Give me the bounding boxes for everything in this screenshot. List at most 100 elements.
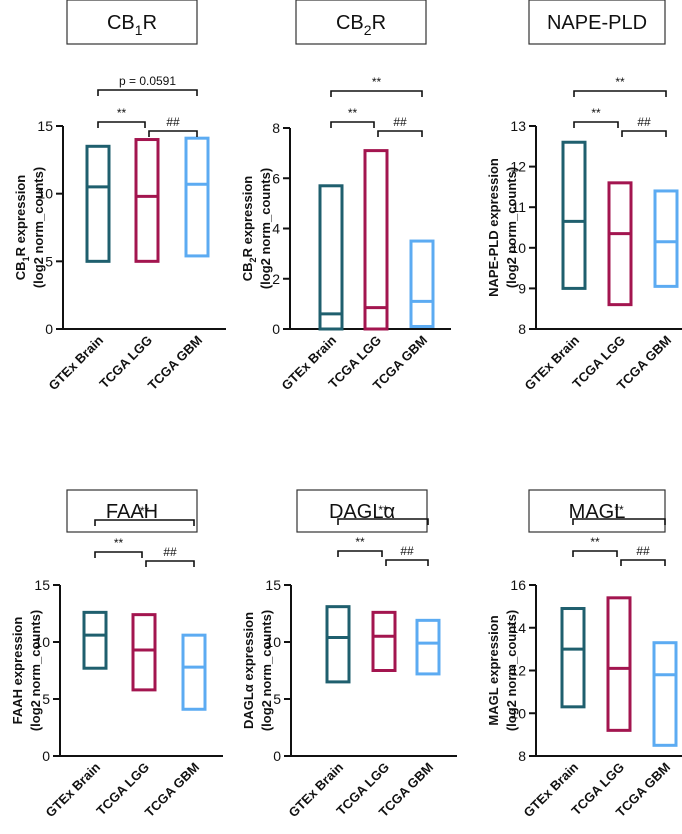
chart-panel-4: FAAH 0 5 10 15 FAAH expression (log2 norm_coun… [10, 489, 223, 820]
y-tick-label: 12 [510, 663, 526, 679]
y-tick-label: 14 [510, 620, 526, 636]
chart-panel-6: MAGL 8 10 12 14 16 MAGL expression (log2 norm_c… [486, 489, 682, 820]
panel-title-box [528, 489, 666, 533]
chart-panel-3: NAPE-PLD 8 9 10 11 12 13 NAPE-PLD expression (lo… [486, 0, 682, 393]
significance-bracket [377, 130, 423, 137]
y-axis-label-line: (log2 norm_counts) [258, 168, 273, 289]
y-tick-label: 10 [265, 634, 281, 650]
significance-bracket [97, 121, 146, 128]
significance-label: ** [140, 504, 150, 518]
significance-bracket [337, 550, 383, 557]
y-tick-label: 10 [34, 634, 50, 650]
significance-bracket [94, 551, 143, 558]
box-tcga-gbm [181, 633, 207, 711]
significance-label: ** [117, 106, 127, 120]
y-tick-label: 15 [34, 577, 50, 593]
y-axis-label-line: (log2 norm_counts) [504, 610, 519, 731]
box-gtex-brain [560, 607, 586, 709]
category-label: GTEx Brain [45, 332, 106, 393]
category-label: GTEx Brain [42, 759, 103, 820]
significance-bracket [572, 550, 618, 557]
panel-title-box [528, 0, 666, 45]
significance-bracket [330, 90, 423, 97]
panel-title: CB1R [107, 12, 157, 38]
significance-label: ## [636, 544, 650, 558]
panel-title-box [295, 0, 427, 45]
y-tick-label: 6 [272, 170, 280, 186]
box-gtex-brain [318, 184, 344, 331]
y-tick-label: 12 [510, 159, 526, 175]
box-tcga-lgg [606, 596, 632, 732]
y-axis-label-line: (log2 norm_counts) [31, 167, 46, 288]
significance-bracket [572, 518, 666, 525]
y-tick-label: 8 [272, 120, 280, 136]
y-tick-label: 5 [45, 253, 53, 269]
significance-label: ## [166, 115, 180, 129]
significance-bracket [621, 130, 667, 137]
panel-title: FAAH [106, 501, 158, 523]
significance-label: ## [163, 545, 177, 559]
y-axis-label-line: (log2 norm_counts) [504, 167, 519, 288]
y-axis-label-line: MAGL expression [486, 615, 501, 725]
y-tick-label: 11 [511, 199, 526, 215]
significance-label: ** [614, 503, 624, 517]
box-tcga-lgg [363, 149, 389, 331]
significance-bracket [573, 121, 619, 128]
y-tick-label: 10 [37, 186, 53, 202]
y-tick-label: 8 [518, 748, 526, 764]
significance-label: ** [114, 536, 124, 550]
panel-title: MAGL [569, 501, 626, 523]
y-tick-label: 10 [510, 240, 526, 256]
y-axis-label: CB1R expression (log2 norm_counts) [13, 167, 46, 288]
significance-bracket [97, 89, 198, 96]
y-axis-label: NAPE-PLD expression (log2 norm_counts) [486, 158, 519, 297]
y-tick-label: 15 [37, 118, 53, 134]
significance-label: ** [378, 503, 388, 517]
box-gtex-brain [561, 140, 587, 290]
box-tcga-lgg [131, 613, 157, 692]
y-tick-label: 0 [272, 321, 280, 337]
y-axis-label-line: (log2 norm_counts) [259, 610, 274, 731]
significance-label: ## [393, 115, 407, 129]
chart-panel-1: CB1R 0 5 10 15 CB1R expression (log2 norm_coun… [13, 0, 226, 393]
significance-label: ** [355, 535, 365, 549]
significance-bracket [145, 560, 195, 567]
y-axis-label-line: DAGLα expression [241, 612, 256, 729]
box-tcga-gbm [653, 189, 679, 288]
box-tcga-lgg [134, 138, 160, 263]
significance-bracket [620, 559, 666, 566]
panel-title-box [296, 489, 428, 533]
y-tick-label: 0 [273, 748, 281, 764]
y-tick-label: 9 [518, 280, 526, 296]
significance-label: p = 0.0591 [119, 74, 176, 88]
panel-title-box [66, 0, 198, 45]
significance-label: ** [372, 75, 382, 89]
significance-bracket [94, 519, 195, 526]
box-tcga-lgg [607, 181, 633, 307]
y-tick-label: 15 [265, 577, 281, 593]
y-axis-label-line: (log2 norm_counts) [28, 610, 43, 731]
box-tcga-lgg [371, 610, 397, 672]
y-tick-label: 5 [42, 691, 50, 707]
panel-title: NAPE-PLD [547, 12, 647, 34]
y-tick-label: 8 [518, 321, 526, 337]
significance-label: ** [590, 535, 600, 549]
significance-bracket [148, 130, 198, 137]
significance-label: ** [348, 106, 358, 120]
y-tick-label: 0 [45, 321, 53, 337]
box-gtex-brain [82, 610, 108, 670]
y-axis-label-line: FAAH expression [10, 617, 25, 725]
box-tcga-gbm [415, 618, 441, 676]
y-tick-label: 16 [510, 577, 526, 593]
y-tick-label: 2 [272, 271, 280, 287]
panel-title: DAGLα [329, 501, 395, 523]
y-tick-label: 0 [42, 748, 50, 764]
y-axis-label: CB2R expression (log2 norm_counts) [240, 168, 273, 289]
y-tick-label: 5 [273, 691, 281, 707]
y-tick-label: 4 [272, 221, 280, 237]
y-tick-label: 10 [510, 705, 526, 721]
category-label: TCGA GBM [145, 333, 205, 393]
significance-label: ## [637, 115, 651, 129]
y-axis-label-line: NAPE-PLD expression [486, 158, 501, 297]
